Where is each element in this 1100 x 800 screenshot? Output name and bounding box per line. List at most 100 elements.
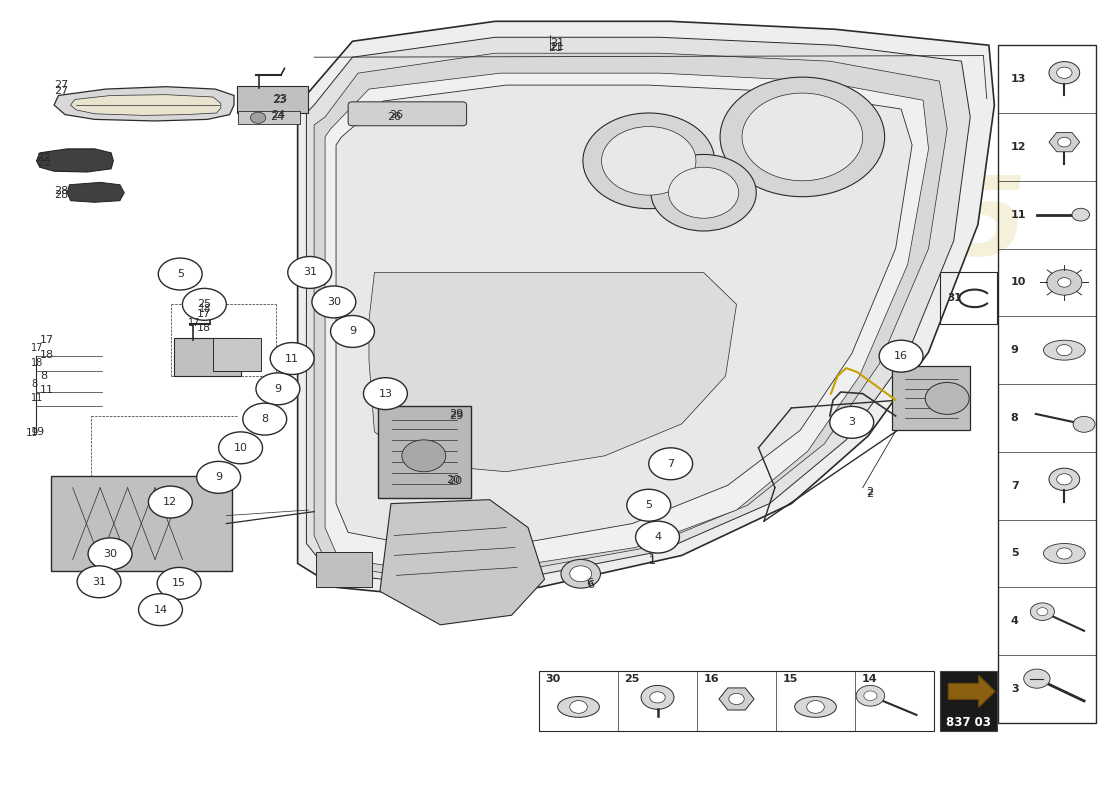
Circle shape: [1072, 208, 1090, 221]
Circle shape: [402, 440, 446, 472]
Circle shape: [331, 315, 374, 347]
Circle shape: [1037, 608, 1048, 616]
Text: 17: 17: [197, 309, 211, 319]
Polygon shape: [336, 85, 912, 545]
Text: 29: 29: [449, 411, 463, 421]
Text: 17: 17: [31, 343, 43, 353]
Circle shape: [243, 403, 287, 435]
Circle shape: [651, 154, 757, 231]
FancyBboxPatch shape: [51, 476, 232, 571]
Text: 8: 8: [40, 371, 47, 381]
FancyBboxPatch shape: [317, 552, 372, 587]
Text: 30: 30: [103, 549, 117, 559]
Circle shape: [312, 286, 355, 318]
Text: 26: 26: [388, 110, 403, 120]
Circle shape: [77, 566, 121, 598]
Text: 9: 9: [1011, 345, 1019, 355]
Circle shape: [806, 701, 824, 714]
Circle shape: [570, 701, 587, 714]
Text: 5: 5: [177, 269, 184, 279]
Text: 24: 24: [271, 112, 285, 122]
Circle shape: [158, 258, 202, 290]
Circle shape: [641, 686, 674, 710]
FancyBboxPatch shape: [239, 110, 300, 124]
Text: 28: 28: [54, 186, 68, 196]
Text: 17: 17: [40, 335, 54, 346]
Circle shape: [742, 93, 862, 181]
Circle shape: [148, 486, 192, 518]
Text: 11: 11: [40, 386, 54, 395]
Text: 30: 30: [327, 297, 341, 307]
Text: 10: 10: [233, 443, 248, 453]
Circle shape: [829, 406, 873, 438]
Circle shape: [879, 340, 923, 372]
Text: a passion for parts: a passion for parts: [439, 437, 661, 491]
Circle shape: [219, 432, 263, 464]
Text: 18: 18: [31, 358, 43, 367]
Circle shape: [602, 126, 696, 195]
Circle shape: [1024, 669, 1050, 688]
Circle shape: [1049, 468, 1080, 490]
Text: 8: 8: [31, 379, 37, 389]
Text: 6: 6: [587, 580, 594, 590]
Text: 10: 10: [1011, 278, 1026, 287]
Text: 23: 23: [274, 94, 287, 104]
Circle shape: [650, 692, 666, 703]
Polygon shape: [948, 675, 996, 707]
Text: 885: 885: [796, 171, 1028, 278]
Text: 18: 18: [199, 304, 211, 314]
Circle shape: [636, 521, 680, 553]
Text: 13: 13: [1011, 74, 1026, 84]
Text: 20: 20: [448, 476, 462, 486]
Text: 11: 11: [31, 394, 43, 403]
Text: 6: 6: [586, 578, 593, 588]
Text: 2: 2: [866, 486, 873, 497]
FancyBboxPatch shape: [238, 86, 308, 113]
Circle shape: [363, 378, 407, 410]
Circle shape: [88, 538, 132, 570]
Circle shape: [856, 686, 884, 706]
Text: 22: 22: [36, 154, 51, 163]
Circle shape: [271, 342, 315, 374]
Text: 7: 7: [667, 458, 674, 469]
Text: 24: 24: [272, 110, 286, 120]
Text: 15: 15: [782, 674, 797, 684]
Text: 27: 27: [54, 86, 68, 97]
Text: 17: 17: [188, 318, 200, 328]
Text: 4: 4: [654, 532, 661, 542]
Text: 22: 22: [37, 158, 52, 168]
Text: 9: 9: [274, 384, 282, 394]
Circle shape: [561, 559, 601, 588]
Text: 9: 9: [349, 326, 356, 337]
Circle shape: [1047, 270, 1082, 295]
Text: 9: 9: [216, 472, 222, 482]
Text: 5: 5: [1011, 549, 1019, 558]
Text: 19: 19: [25, 429, 39, 438]
Circle shape: [583, 113, 715, 209]
Polygon shape: [326, 73, 928, 568]
Circle shape: [649, 448, 693, 480]
Text: 3: 3: [848, 418, 855, 427]
Circle shape: [1058, 138, 1071, 147]
Text: 21: 21: [548, 42, 562, 53]
FancyBboxPatch shape: [213, 338, 262, 371]
Text: 14: 14: [153, 605, 167, 614]
Text: 3: 3: [1011, 684, 1019, 694]
Circle shape: [251, 112, 266, 123]
Circle shape: [1058, 278, 1071, 287]
Text: 21: 21: [550, 42, 564, 52]
Polygon shape: [719, 688, 755, 710]
Circle shape: [197, 462, 241, 494]
FancyBboxPatch shape: [174, 338, 241, 376]
Circle shape: [1057, 548, 1072, 559]
Circle shape: [183, 288, 227, 320]
Circle shape: [1049, 62, 1080, 84]
Text: 8: 8: [1011, 413, 1019, 423]
Ellipse shape: [558, 697, 600, 718]
Polygon shape: [67, 182, 124, 202]
Polygon shape: [307, 38, 970, 582]
Text: 26: 26: [387, 112, 402, 122]
Circle shape: [627, 490, 671, 521]
Circle shape: [288, 257, 332, 288]
Circle shape: [669, 167, 739, 218]
